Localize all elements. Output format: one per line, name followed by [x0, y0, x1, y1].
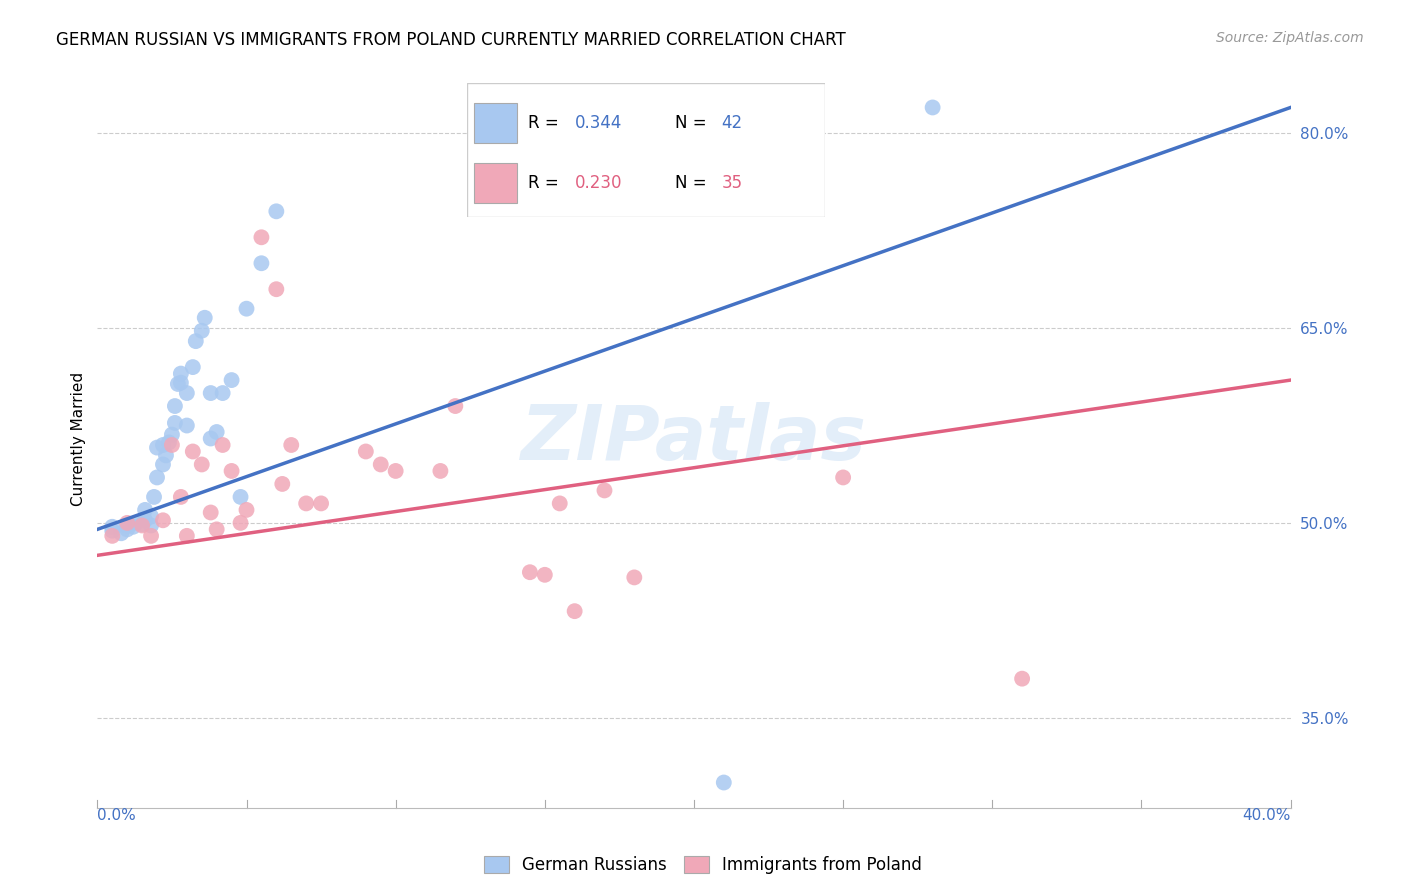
Point	[163, 416, 186, 430]
Point	[519, 565, 541, 579]
Point	[101, 524, 124, 538]
Point	[921, 100, 943, 114]
Text: GERMAN RUSSIAN VS IMMIGRANTS FROM POLAND CURRENTLY MARRIED CORRELATION CHART: GERMAN RUSSIAN VS IMMIGRANTS FROM POLAND…	[56, 31, 846, 49]
Point	[200, 432, 222, 446]
Text: ZIPatlas: ZIPatlas	[522, 401, 868, 475]
Point	[101, 529, 124, 543]
Point	[155, 449, 177, 463]
Point	[181, 360, 204, 375]
Point	[564, 604, 586, 618]
Point	[832, 470, 855, 484]
Point	[1011, 672, 1033, 686]
Point	[139, 529, 162, 543]
Point	[229, 516, 252, 530]
Point	[143, 490, 166, 504]
Point	[115, 522, 138, 536]
Point	[152, 438, 174, 452]
Point	[623, 570, 645, 584]
Point	[152, 513, 174, 527]
Point	[444, 399, 467, 413]
Point	[280, 438, 302, 452]
Point	[139, 518, 162, 533]
Point	[160, 427, 183, 442]
Point	[250, 256, 273, 270]
Point	[190, 458, 212, 472]
Point	[184, 334, 207, 348]
Point	[170, 376, 193, 390]
Point	[170, 367, 193, 381]
Point	[354, 444, 377, 458]
Point	[176, 418, 198, 433]
Point	[167, 376, 190, 391]
Point	[134, 513, 156, 527]
Point	[533, 567, 555, 582]
Point	[221, 373, 243, 387]
Point	[152, 458, 174, 472]
Point	[548, 496, 571, 510]
Point	[131, 518, 153, 533]
Point	[134, 503, 156, 517]
Point	[235, 301, 257, 316]
Point	[211, 386, 233, 401]
Point	[176, 529, 198, 543]
Point	[593, 483, 616, 498]
Point	[221, 464, 243, 478]
Point	[146, 441, 169, 455]
Point	[200, 386, 222, 401]
Point	[170, 490, 193, 504]
Point	[205, 522, 228, 536]
Point	[115, 516, 138, 530]
Text: 0.0%: 0.0%	[97, 808, 136, 823]
Point	[229, 490, 252, 504]
Point	[139, 509, 162, 524]
Point	[295, 496, 318, 510]
Point	[384, 464, 406, 478]
Point	[370, 458, 392, 472]
Text: 40.0%: 40.0%	[1243, 808, 1291, 823]
Point	[122, 520, 145, 534]
Point	[194, 310, 217, 325]
Point	[211, 438, 233, 452]
Point	[309, 496, 332, 510]
Point	[200, 506, 222, 520]
Point	[146, 470, 169, 484]
Point	[131, 517, 153, 532]
Point	[429, 464, 451, 478]
Text: Source: ZipAtlas.com: Source: ZipAtlas.com	[1216, 31, 1364, 45]
Point	[250, 230, 273, 244]
Point	[163, 399, 186, 413]
Point	[713, 775, 735, 789]
Point	[176, 386, 198, 401]
Y-axis label: Currently Married: Currently Married	[72, 371, 86, 506]
Point	[266, 204, 288, 219]
Point	[125, 516, 148, 530]
Point	[205, 425, 228, 439]
Point	[271, 477, 294, 491]
Point	[101, 520, 124, 534]
Point	[181, 444, 204, 458]
Point	[160, 438, 183, 452]
Point	[235, 503, 257, 517]
Point	[266, 282, 288, 296]
Point	[157, 435, 180, 450]
Point	[115, 518, 138, 533]
Point	[190, 324, 212, 338]
Point	[110, 526, 132, 541]
Legend: German Russians, Immigrants from Poland: German Russians, Immigrants from Poland	[478, 849, 928, 881]
